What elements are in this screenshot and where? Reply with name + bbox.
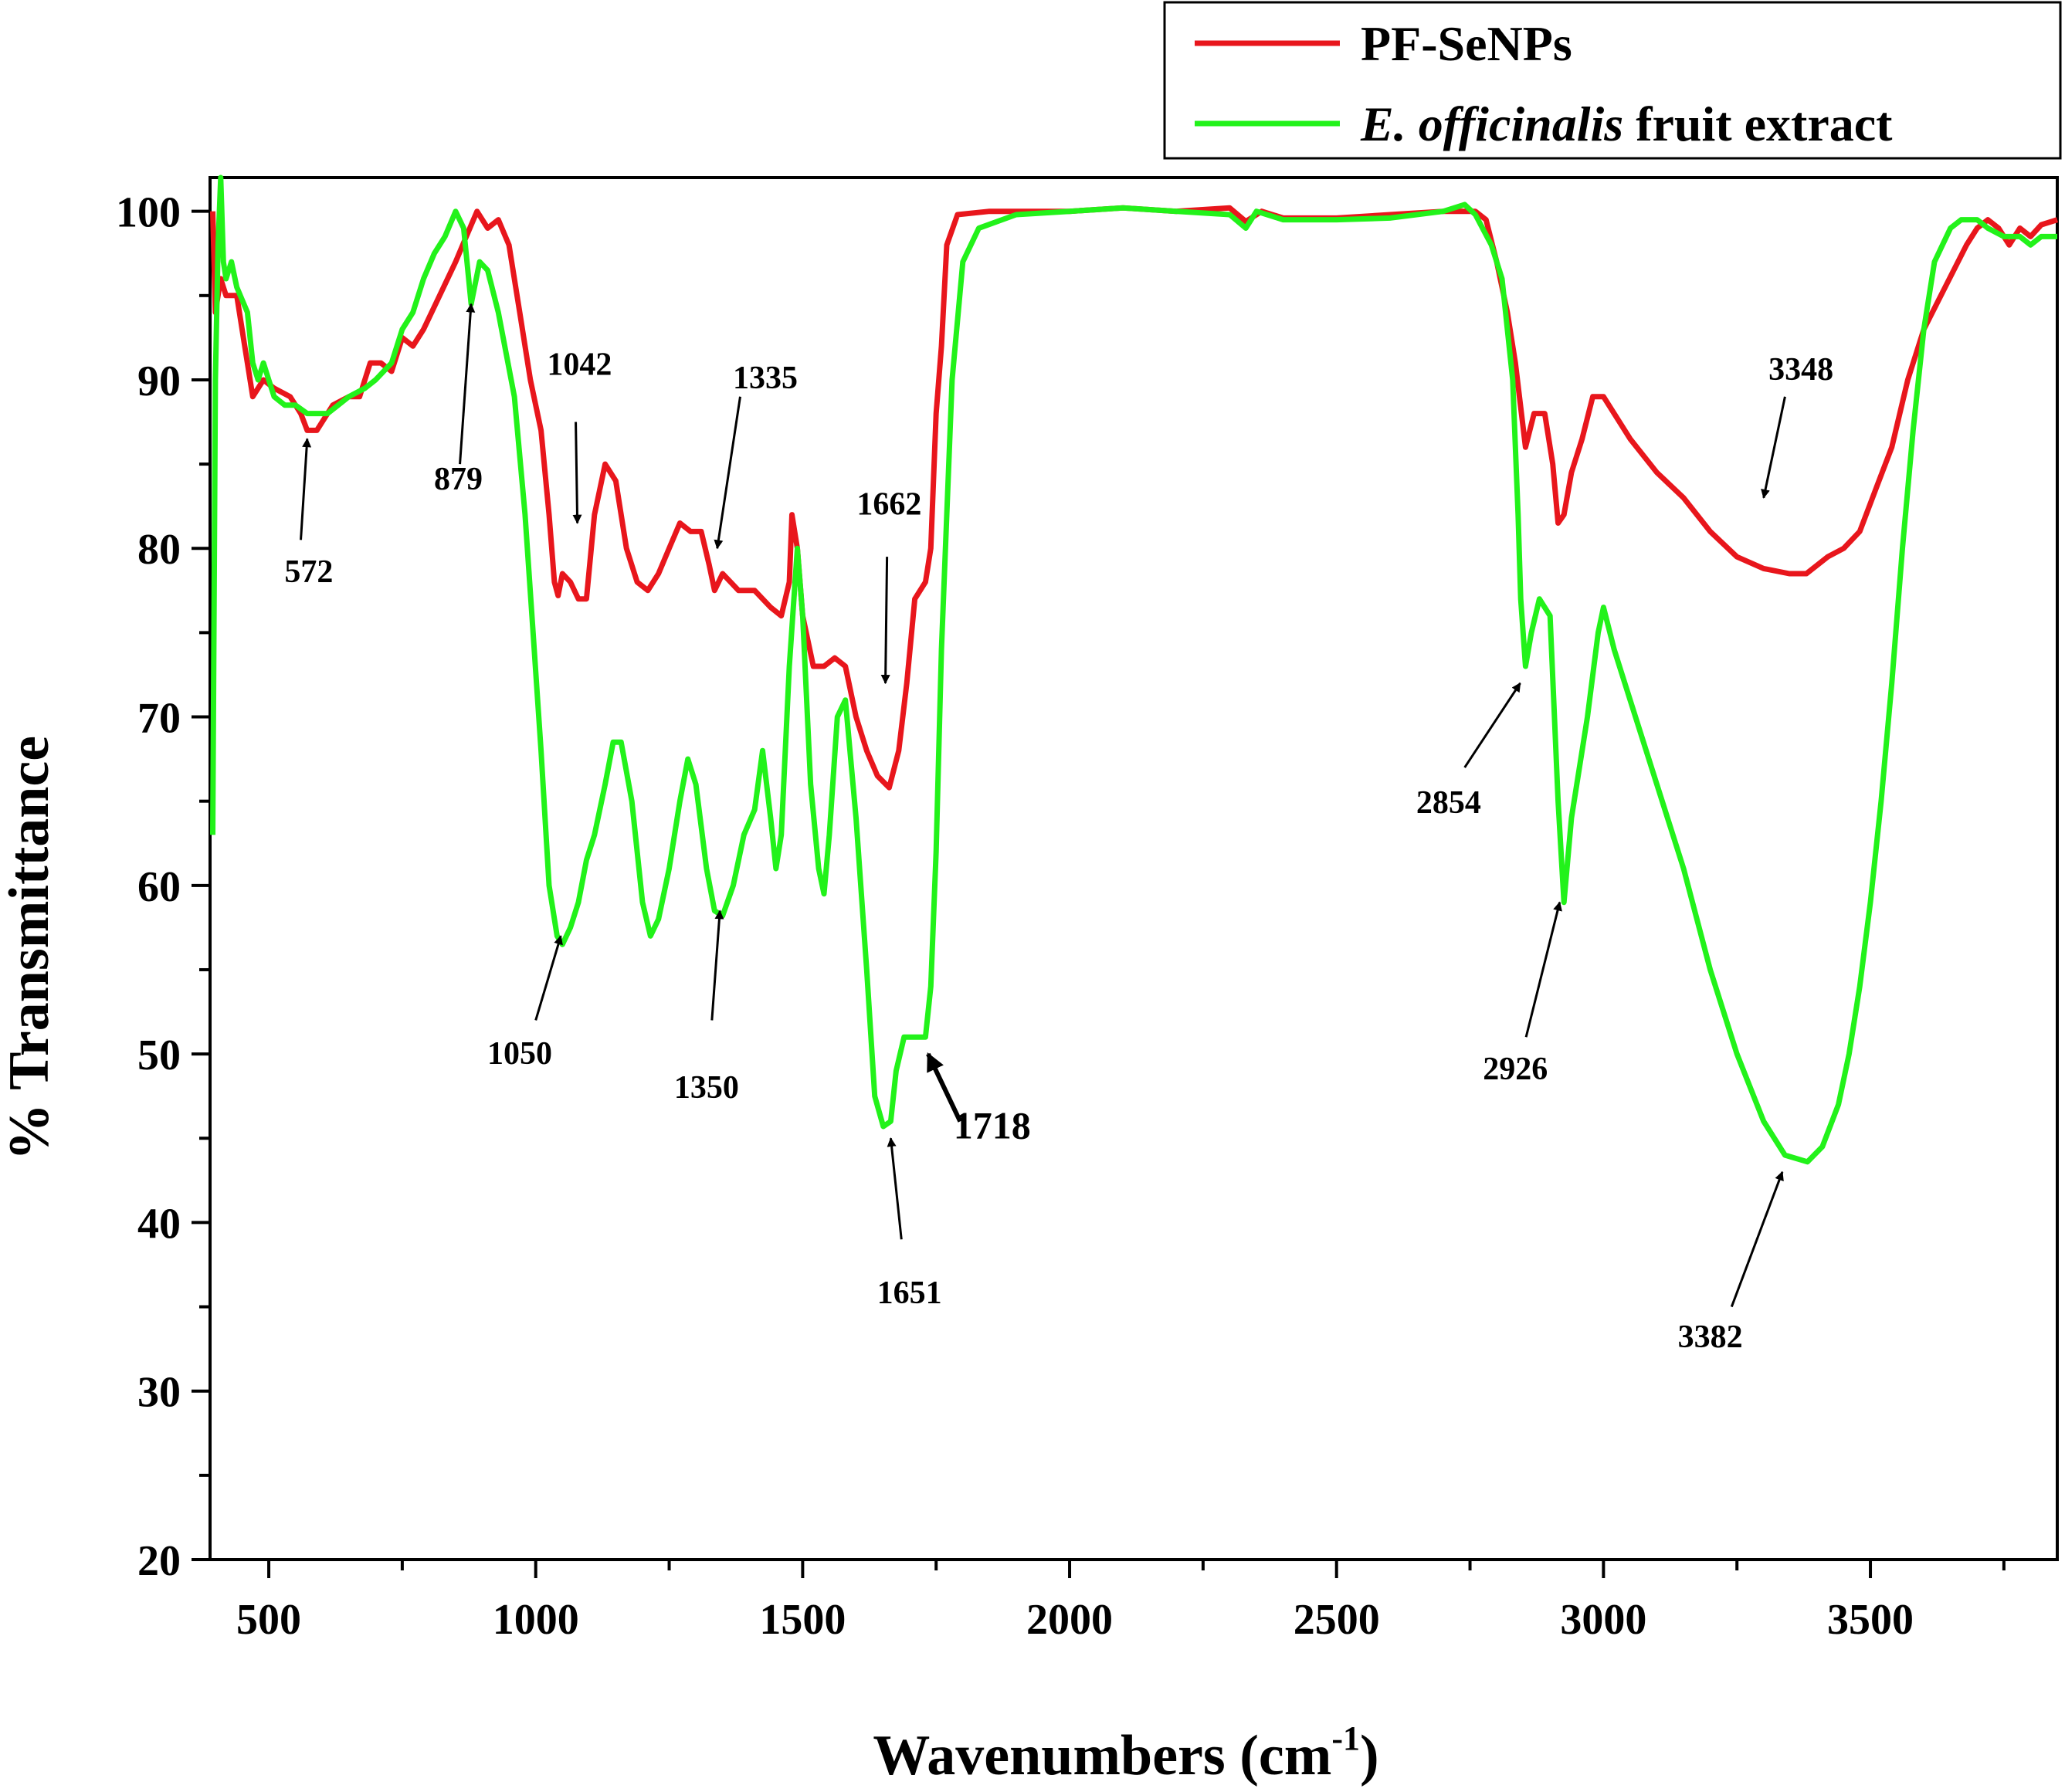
y-axis-title: % Transmittance <box>0 736 61 1160</box>
x-tick-label: 1000 <box>493 1596 579 1644</box>
annotation-label-879: 879 <box>434 462 483 497</box>
x-tick-label: 3000 <box>1560 1596 1646 1644</box>
annotation-arrow-1350 <box>710 910 724 1021</box>
annotation-arrow-572 <box>300 438 312 540</box>
y-tick-label: 40 <box>137 1200 181 1248</box>
y-tick-label: 90 <box>137 357 181 405</box>
x-axis-title-close: ) <box>1360 1724 1379 1787</box>
plot-border <box>209 176 2059 1561</box>
x-axis-title-superscript: -1 <box>1331 1719 1360 1757</box>
annotation-arrow-3348 <box>1761 396 1786 499</box>
x-axis: 500 1000 1500 2000 2500 3000 3500 <box>236 1560 2006 1644</box>
y-tick-label: 60 <box>137 863 181 911</box>
legend-label-e-officinalis: E. officinalis fruit extract <box>1360 97 1893 151</box>
annotation-label-3348: 3348 <box>1768 352 1833 388</box>
annotation-label-1662: 1662 <box>856 487 921 523</box>
annotation-arrow-3382 <box>1730 1170 1784 1308</box>
annotation-label-572: 572 <box>284 554 333 590</box>
x-tick-label: 3500 <box>1827 1596 1914 1644</box>
annotation-layer: 572 879 1042 1335 1662 1050 1350 1651 1718 2854 29… <box>284 303 1833 1355</box>
y-axis: 20 30 40 50 60 70 80 90 100 <box>116 189 210 1585</box>
y-tick-label: 30 <box>137 1369 181 1417</box>
annotation-label-2854: 2854 <box>1416 785 1481 821</box>
y-tick-label: 70 <box>137 695 181 743</box>
legend-label-italic-part: E. officinalis <box>1360 97 1623 151</box>
x-tick-label: 2500 <box>1294 1596 1380 1644</box>
annotation-arrow-1042 <box>572 422 582 524</box>
annotation-label-1651: 1651 <box>877 1275 942 1311</box>
annotation-label-1350: 1350 <box>674 1070 739 1106</box>
legend-label-pf-senps: PF-SeNPs <box>1361 16 1572 71</box>
annotation-arrow-1651 <box>887 1137 903 1240</box>
series-line-e-officinalis-fruit-extract <box>210 174 2057 1165</box>
annotation-label-1335: 1335 <box>733 361 798 396</box>
annotation-arrow-2926 <box>1524 901 1562 1038</box>
annotation-label-1042: 1042 <box>547 347 612 382</box>
annotation-arrow-1050 <box>534 935 563 1021</box>
y-tick-label: 20 <box>137 1537 181 1585</box>
annotation-label-1050: 1050 <box>487 1036 552 1072</box>
y-tick-label: 80 <box>137 526 181 574</box>
plot-area <box>209 176 2059 1561</box>
legend: PF-SeNPs E. officinalis fruit extract <box>1163 1 2062 160</box>
annotation-arrow-2854 <box>1463 682 1521 768</box>
y-tick-label: 50 <box>137 1032 181 1079</box>
annotation-arrow-1662 <box>880 557 890 685</box>
annotation-label-1718: 1718 <box>954 1103 1031 1147</box>
series-layer <box>210 174 2059 1165</box>
x-axis-title: Wavenumbers (cm-1) <box>873 1719 1378 1787</box>
legend-box <box>1163 1 2062 160</box>
annotation-arrow-879 <box>459 303 476 465</box>
y-tick-label: 100 <box>116 189 181 237</box>
series-line-pf-senps <box>210 205 2059 791</box>
annotation-label-2926: 2926 <box>1483 1052 1548 1087</box>
x-tick-label: 1500 <box>759 1596 846 1644</box>
annotation-arrow-1335 <box>714 396 741 550</box>
annotation-label-3382: 3382 <box>1678 1319 1743 1355</box>
x-tick-label: 500 <box>236 1596 301 1644</box>
legend-label-rest-part: fruit extract <box>1623 97 1893 151</box>
x-axis-title-main: Wavenumbers (cm <box>873 1724 1331 1787</box>
annotation-arrow-1718 <box>926 1052 963 1123</box>
x-tick-label: 2000 <box>1026 1596 1113 1644</box>
